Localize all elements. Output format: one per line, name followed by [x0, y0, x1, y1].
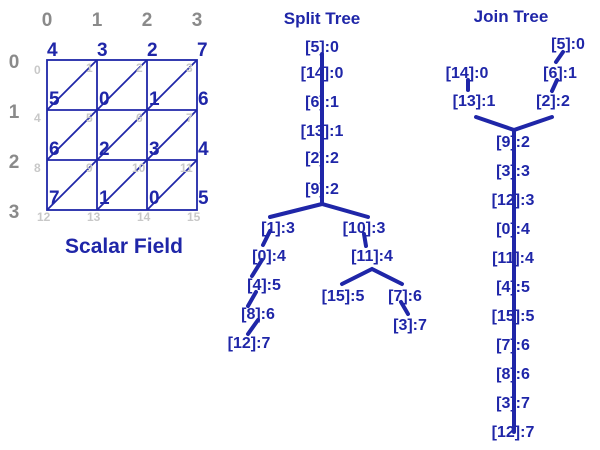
- scalar-values: 4 3 2 7 5 0 1 6 6 2 3 4 7 1 0 5: [47, 40, 209, 209]
- join-node: [3]:3: [496, 163, 530, 180]
- join-tree: Join Tree [5]:0 [14]:0 [6]:1 [13]:1 [2]:…: [446, 7, 585, 441]
- vertex-index: 12: [37, 210, 51, 224]
- split-node: [9]:2: [305, 181, 339, 198]
- vertex-index: 14: [137, 210, 151, 224]
- scalar-value: 0: [99, 89, 110, 110]
- scalar-value: 1: [99, 188, 110, 209]
- join-node: [11]:4: [492, 250, 534, 267]
- scalar-value: 7: [197, 40, 208, 61]
- join-node: [6]:1: [543, 65, 577, 82]
- vertex-index: 5: [86, 111, 93, 125]
- vertex-index: 13: [87, 210, 101, 224]
- join-node: [12]:7: [492, 424, 535, 441]
- split-node: [2]:2: [305, 150, 339, 167]
- scalar-value: 5: [198, 188, 209, 209]
- vertex-index: 2: [136, 61, 143, 75]
- split-node: [6]:1: [305, 94, 339, 111]
- join-tree-nodes: [5]:0 [14]:0 [6]:1 [13]:1 [2]:2 [9]:2 [3…: [446, 36, 585, 441]
- split-tree: Split Tree [5]:0 [14]:0 [6]:1 [13]:1 [2]…: [228, 9, 427, 352]
- row-label-1: 1: [9, 102, 20, 123]
- split-node: [15]:5: [322, 288, 365, 305]
- scalar-value: 4: [198, 139, 209, 160]
- scalar-value: 2: [147, 40, 158, 61]
- split-node: [10]:3: [343, 220, 386, 237]
- split-node: [11]:4: [351, 248, 393, 265]
- join-node: [3]:7: [496, 395, 530, 412]
- col-label-2: 2: [142, 10, 153, 31]
- split-node: [14]:0: [301, 65, 344, 82]
- scalar-value: 2: [99, 139, 110, 160]
- join-node: [12]:3: [492, 192, 535, 209]
- join-node: [8]:6: [496, 366, 530, 383]
- join-node: [7]:6: [496, 337, 530, 354]
- scalar-value: 5: [49, 89, 60, 110]
- vertex-index: 11: [180, 161, 193, 175]
- join-node: [9]:2: [496, 134, 530, 151]
- split-node: [5]:0: [305, 39, 339, 56]
- split-node: [7]:6: [388, 288, 422, 305]
- split-tree-edges: [246, 52, 410, 336]
- split-node: [13]:1: [301, 123, 344, 140]
- split-node: [1]:3: [261, 220, 295, 237]
- scalar-value: 0: [149, 188, 160, 209]
- split-node: [4]:5: [247, 277, 281, 294]
- scalar-value: 1: [149, 89, 160, 110]
- vertex-index: 1: [86, 61, 93, 75]
- scalar-value: 7: [49, 188, 60, 209]
- vertex-index: 4: [34, 111, 41, 125]
- split-node: [3]:7: [393, 317, 427, 334]
- scalar-value: 4: [47, 40, 58, 61]
- col-label-3: 3: [192, 10, 203, 31]
- split-node: [12]:7: [228, 335, 271, 352]
- vertex-index: 10: [132, 161, 146, 175]
- scalar-value: 3: [97, 40, 108, 61]
- vertex-index: 3: [186, 61, 193, 75]
- join-node: [13]:1: [453, 93, 496, 110]
- row-label-2: 2: [9, 152, 20, 173]
- col-label-0: 0: [42, 10, 53, 31]
- split-node: [8]:6: [241, 306, 275, 323]
- join-node: [5]:0: [551, 36, 585, 53]
- split-tree-title: Split Tree: [284, 9, 361, 28]
- vertex-indices: 0 1 2 3 4 5 6 7 8 9 10 11 12 13 14 15: [34, 61, 201, 224]
- join-node: [4]:5: [496, 279, 530, 296]
- join-node: [15]:5: [492, 308, 535, 325]
- join-node: [0]:4: [496, 221, 530, 238]
- scalar-value: 6: [49, 139, 60, 160]
- mesh-grid: [46, 59, 198, 211]
- vertex-index: 15: [187, 210, 201, 224]
- vertex-index: 8: [34, 161, 41, 175]
- join-tree-edges: [466, 50, 565, 434]
- row-label-0: 0: [9, 52, 20, 73]
- col-label-1: 1: [92, 10, 103, 31]
- join-node: [2]:2: [536, 93, 570, 110]
- scalar-field-title: Scalar Field: [65, 235, 183, 258]
- scalar-value: 3: [149, 139, 160, 160]
- scalar-value: 6: [198, 89, 209, 110]
- vertex-index: 0: [34, 63, 41, 77]
- vertex-index: 7: [186, 111, 193, 125]
- scalar-field: 0 1 2 3 0 1 2 3 0 1: [9, 10, 209, 258]
- vertex-index: 6: [136, 111, 143, 125]
- join-tree-title: Join Tree: [474, 7, 549, 26]
- row-label-3: 3: [9, 202, 20, 223]
- vertex-index: 9: [86, 161, 93, 175]
- join-node: [14]:0: [446, 65, 489, 82]
- split-node: [0]:4: [252, 248, 286, 265]
- split-tree-nodes: [5]:0 [14]:0 [6]:1 [13]:1 [2]:2 [9]:2 [1…: [228, 39, 427, 352]
